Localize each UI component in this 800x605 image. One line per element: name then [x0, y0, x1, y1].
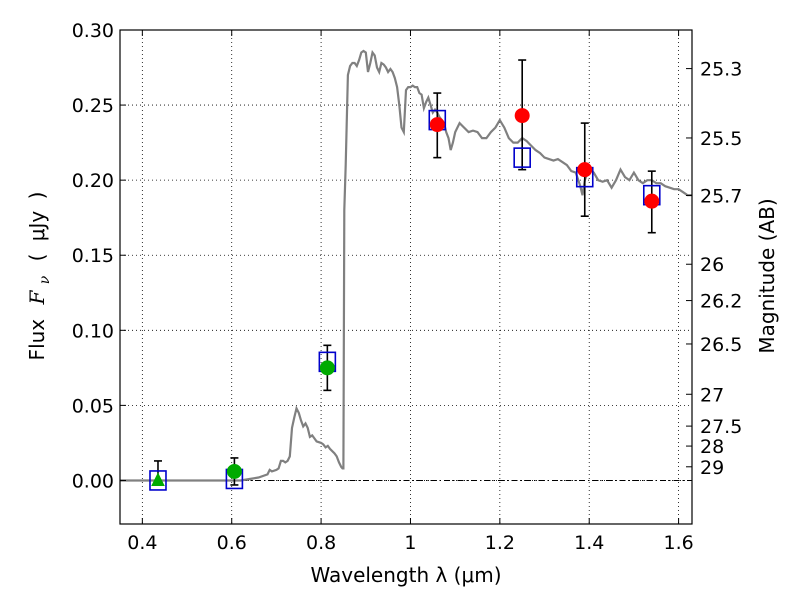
x-tick-label: 1.4: [574, 532, 604, 554]
model-photometry-square: [149, 470, 167, 491]
mag-tick-label: 27.5: [700, 416, 742, 438]
y-tick-label: 0.25: [72, 95, 114, 117]
svg-text:Magnitude (AB): Magnitude (AB): [755, 198, 779, 353]
plot-frame: [119, 29, 693, 525]
y-tick-label: 0.00: [72, 470, 114, 492]
model-photometry-square: [513, 147, 531, 168]
green-data-point: [226, 463, 242, 479]
y-tick-label: 0.05: [72, 395, 114, 417]
svg-text:Flux F ν (: Flux F ν ( μJy ): [25, 192, 54, 361]
y-axis-label-subscript: ν: [37, 275, 53, 284]
y-axis-label-close-paren: ): [25, 192, 49, 200]
red-data-point: [577, 162, 593, 178]
mag-tick-label: 26.2: [700, 291, 742, 313]
x-tick-label: 1.6: [663, 532, 693, 554]
axis-ticks: 0.4 0.6 0.8 1 1.2 1.4 1.6 0.00 0.05 0.10 0.15 0.20 0…: [72, 20, 743, 554]
mag-tick-label: 26.5: [700, 334, 742, 356]
y-tick-label: 0.30: [72, 20, 114, 42]
red-data-point: [429, 117, 445, 133]
mag-tick-label: 25.7: [700, 185, 742, 207]
mag-tick-label: 28: [700, 436, 724, 458]
x-tick-label: 0.4: [127, 532, 157, 554]
mag-tick-label: 26: [700, 254, 724, 276]
x-tick-label: 0.6: [217, 532, 247, 554]
green-data-point: [319, 360, 335, 376]
mag-tick-label: 27: [700, 384, 724, 406]
y-axis-label-symbol: F: [25, 290, 49, 306]
upper-limit-triangle: [151, 472, 165, 486]
y-axis-label-flux: Flux: [25, 319, 49, 361]
x-axis-label: Wavelength λ (μm): [310, 563, 501, 587]
mag-tick-label: 25.3: [700, 59, 742, 81]
x-tick-label: 1: [404, 532, 416, 554]
y-axis-label-open-paren: (: [25, 254, 49, 262]
mag-tick-label: 25.5: [700, 128, 742, 150]
mag-tick-label: 29: [700, 457, 724, 479]
y-tick-label: 0.15: [72, 245, 114, 267]
y2-axis-label: Magnitude (AB): [755, 198, 779, 353]
markers: [149, 108, 661, 491]
y-tick-label: 0.10: [72, 320, 114, 342]
y-axis-label-unit: μJy: [25, 211, 49, 242]
red-data-point: [644, 193, 660, 209]
y-tick-label: 0.20: [72, 170, 114, 192]
y-axis-label: Flux F ν ( μJy ): [25, 192, 54, 361]
red-data-point: [514, 108, 530, 124]
plot-area: [120, 49, 692, 491]
x-tick-label: 0.8: [306, 532, 336, 554]
x-tick-label: 1.2: [485, 532, 515, 554]
